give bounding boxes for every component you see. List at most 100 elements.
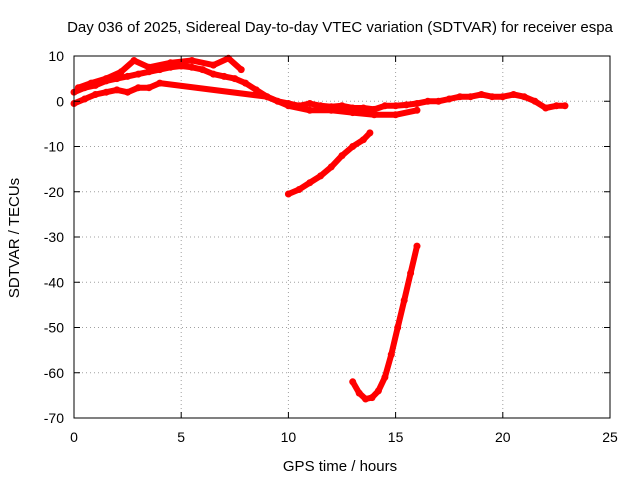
data-point [370, 111, 378, 119]
data-point [134, 70, 142, 78]
series-layer [70, 54, 569, 403]
x-tick-label: 5 [177, 429, 185, 445]
data-point [124, 88, 132, 96]
data-point [284, 190, 292, 198]
data-point [145, 84, 153, 92]
x-tick-label: 25 [602, 429, 618, 445]
data-point [542, 104, 550, 112]
grid-lines [74, 56, 610, 418]
data-point [394, 324, 402, 331]
x-tick-label: 0 [70, 429, 78, 445]
y-tick-label: -70 [44, 410, 64, 426]
data-point [124, 72, 132, 80]
y-axis-label: SDTVAR / TECUs [6, 178, 23, 298]
data-point [359, 104, 367, 112]
data-point [209, 70, 217, 78]
data-point [209, 61, 217, 69]
data-point [387, 351, 395, 359]
data-point [263, 93, 271, 101]
data-point [488, 93, 496, 101]
data-point [392, 102, 400, 110]
data-point [370, 105, 378, 113]
data-point [284, 102, 292, 110]
data-point [338, 152, 346, 160]
data-point [113, 86, 121, 94]
y-tick-label: 10 [48, 48, 64, 64]
data-point [355, 389, 363, 397]
y-tick-label: -60 [44, 365, 64, 381]
y-tick-label: -40 [44, 274, 64, 290]
data-point [407, 269, 415, 277]
x-tick-label: 15 [388, 429, 404, 445]
data-point [327, 163, 335, 171]
data-point [467, 93, 475, 101]
y-tick-label: -30 [44, 229, 64, 245]
data-point [317, 172, 325, 180]
data-point [156, 79, 164, 87]
data-point [368, 394, 376, 402]
data-point [413, 242, 421, 250]
data-point [359, 136, 367, 144]
data-point [362, 395, 370, 403]
y-tick-label: -20 [44, 184, 64, 200]
data-point [237, 66, 245, 74]
data-point [231, 75, 239, 83]
data-point [145, 63, 153, 71]
data-point [306, 179, 314, 187]
axis-ticks: 0 5 10 15 20 25 10 0 -10 -20 -30 -40 -50 -60 -70 [44, 48, 618, 445]
data-point [561, 102, 569, 110]
data-point [435, 97, 442, 105]
data-point [167, 59, 174, 67]
data-point [81, 95, 89, 103]
data-point [338, 102, 346, 110]
y-tick-label: -50 [44, 320, 64, 336]
data-point [327, 106, 335, 114]
data-point [456, 93, 464, 101]
data-point [306, 100, 314, 107]
data-point [117, 68, 125, 76]
data-point [74, 84, 82, 92]
data-point [531, 97, 539, 105]
data-point [424, 97, 432, 105]
data-point [392, 111, 400, 119]
data-point [349, 378, 357, 386]
y-tick-label: -10 [44, 139, 64, 155]
x-axis-label: GPS time / hours [283, 458, 397, 475]
series-line [285, 129, 373, 197]
data-point [188, 57, 196, 64]
data-point [130, 57, 138, 64]
data-point [499, 93, 507, 101]
data-point [349, 109, 357, 117]
data-point [295, 186, 303, 193]
data-point [306, 106, 314, 114]
data-point [102, 88, 110, 96]
data-point [188, 63, 196, 71]
data-point [224, 54, 232, 62]
data-point [349, 143, 357, 150]
data-point [134, 84, 142, 92]
data-point [552, 102, 560, 110]
data-point [374, 387, 382, 395]
data-point [400, 296, 408, 304]
data-point [402, 101, 410, 109]
x-tick-label: 20 [495, 429, 511, 445]
data-point [381, 102, 389, 110]
data-point [220, 72, 228, 80]
data-point [366, 129, 374, 137]
data-point [477, 91, 485, 98]
y-tick-label: 0 [56, 93, 64, 109]
data-point [102, 75, 110, 83]
data-point [413, 100, 421, 107]
data-point [199, 66, 207, 74]
x-tick-label: 10 [281, 429, 297, 445]
data-point [242, 79, 249, 87]
data-point [87, 79, 95, 87]
data-point [91, 91, 99, 98]
data-point [413, 106, 421, 114]
data-point [520, 93, 528, 101]
data-point [445, 95, 453, 103]
data-point [381, 373, 389, 381]
data-point [510, 91, 517, 98]
data-point [252, 86, 260, 94]
